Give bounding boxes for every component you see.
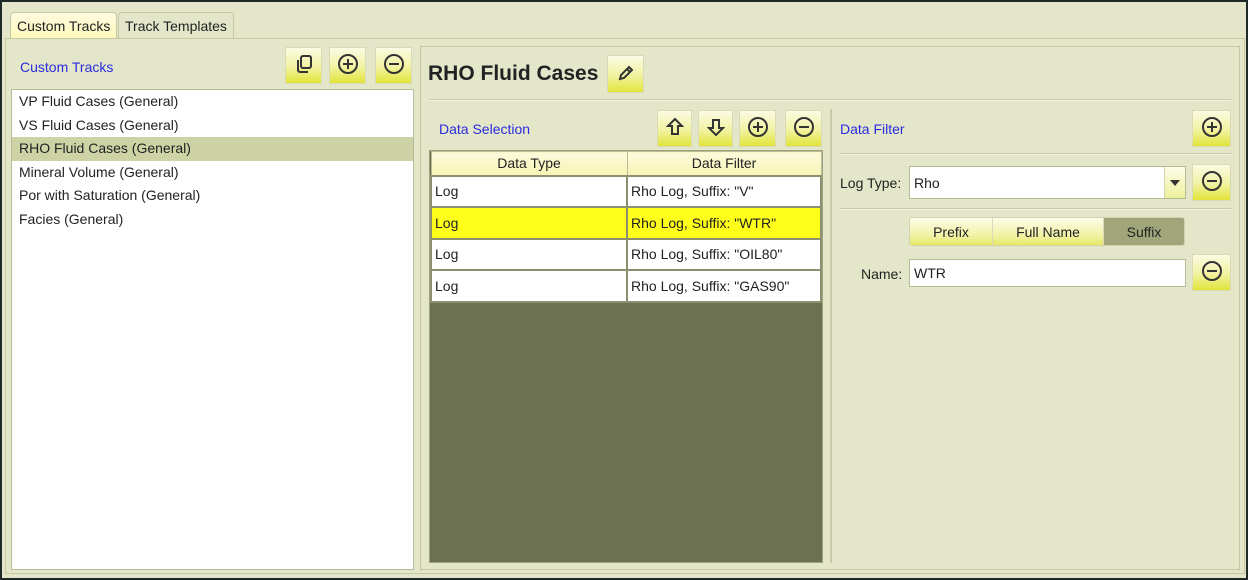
list-item[interactable]: VS Fluid Cases (General) <box>19 116 179 133</box>
divider <box>839 208 1231 210</box>
list-item-selected[interactable]: RHO Fluid Cases (General) <box>12 137 413 161</box>
data-selection-table: Data Type Data Filter Log Rho Log, Suffix:… <box>429 150 823 563</box>
plus-circle-icon <box>337 53 359 78</box>
table-row[interactable]: Log Rho Log, Suffix: "V" <box>430 174 822 208</box>
arrow-down-icon <box>706 117 725 140</box>
data-filter-title: Data Filter <box>840 121 905 137</box>
minus-circle-icon <box>1201 260 1223 285</box>
list-item[interactable]: VP Fluid Cases (General) <box>19 93 179 109</box>
log-type-label: Log Type: <box>840 175 902 191</box>
name-label: Name: <box>861 266 903 282</box>
list-item[interactable]: Mineral Volume (General) <box>19 163 179 180</box>
cell-data-type: Log <box>430 237 628 271</box>
track-title: RHO Fluid Cases <box>428 62 599 85</box>
table-row-highlighted[interactable]: Log Rho Log, Suffix: "WTR" <box>430 206 822 240</box>
name-input[interactable]: WTR <box>909 259 1186 287</box>
list-item[interactable]: Facies (General) <box>19 210 124 227</box>
add-filter-button[interactable] <box>1192 110 1231 147</box>
data-selection-title: Data Selection <box>439 121 531 137</box>
remove-data-button[interactable] <box>785 110 822 147</box>
mode-prefix-button[interactable]: Prefix <box>910 218 993 245</box>
custom-tracks-list: VP Fluid Cases (General) VS Fluid Cases … <box>11 89 414 570</box>
add-track-button[interactable] <box>329 47 366 84</box>
divider <box>839 153 1231 155</box>
plus-circle-icon <box>1201 116 1223 141</box>
move-down-button[interactable] <box>698 110 733 147</box>
minus-circle-icon <box>793 116 815 141</box>
cell-data-type: Log <box>430 206 628 240</box>
list-item[interactable]: Por with Saturation (General) <box>19 187 201 203</box>
vertical-divider <box>830 109 832 563</box>
cell-data-filter: Rho Log, Suffix: "GAS90" <box>626 269 822 303</box>
remove-name-button[interactable] <box>1192 254 1231 291</box>
copy-track-button[interactable] <box>285 47 322 84</box>
plus-circle-icon <box>747 116 769 141</box>
mode-full-name-button[interactable]: Full Name <box>993 218 1104 245</box>
table-row[interactable]: Log Rho Log, Suffix: "OIL80" <box>430 237 822 271</box>
pencil-icon <box>616 63 636 86</box>
copy-icon <box>294 54 314 77</box>
arrow-up-icon <box>665 117 684 140</box>
name-mode-segmented-control: Prefix Full Name Suffix <box>909 217 1185 246</box>
chevron-down-icon[interactable] <box>1164 167 1185 198</box>
column-header-data-filter[interactable]: Data Filter <box>626 151 822 176</box>
cell-data-filter: Rho Log, Suffix: "V" <box>626 174 822 208</box>
remove-track-button[interactable] <box>375 47 412 84</box>
minus-circle-icon <box>1201 170 1223 195</box>
cell-data-type: Log <box>430 269 628 303</box>
custom-tracks-title: Custom Tracks <box>20 59 114 75</box>
remove-log-type-button[interactable] <box>1192 164 1231 201</box>
edit-title-button[interactable] <box>607 55 644 93</box>
cell-data-type: Log <box>430 174 628 208</box>
add-data-button[interactable] <box>739 110 776 147</box>
mode-suffix-button[interactable]: Suffix <box>1104 218 1184 245</box>
column-header-data-type[interactable]: Data Type <box>430 151 628 176</box>
cell-data-filter: Rho Log, Suffix: "OIL80" <box>626 237 822 271</box>
log-type-value: Rho <box>914 175 940 191</box>
minus-circle-icon <box>383 53 405 78</box>
table-row[interactable]: Log Rho Log, Suffix: "GAS90" <box>430 269 822 303</box>
tab-track-templates[interactable]: Track Templates <box>118 12 234 39</box>
log-type-select[interactable]: Rho <box>909 166 1186 199</box>
cell-data-filter: Rho Log, Suffix: "WTR" <box>626 206 822 240</box>
divider <box>429 99 1231 101</box>
name-value: WTR <box>914 265 946 281</box>
tab-custom-tracks[interactable]: Custom Tracks <box>10 12 118 40</box>
move-up-button[interactable] <box>657 110 692 147</box>
